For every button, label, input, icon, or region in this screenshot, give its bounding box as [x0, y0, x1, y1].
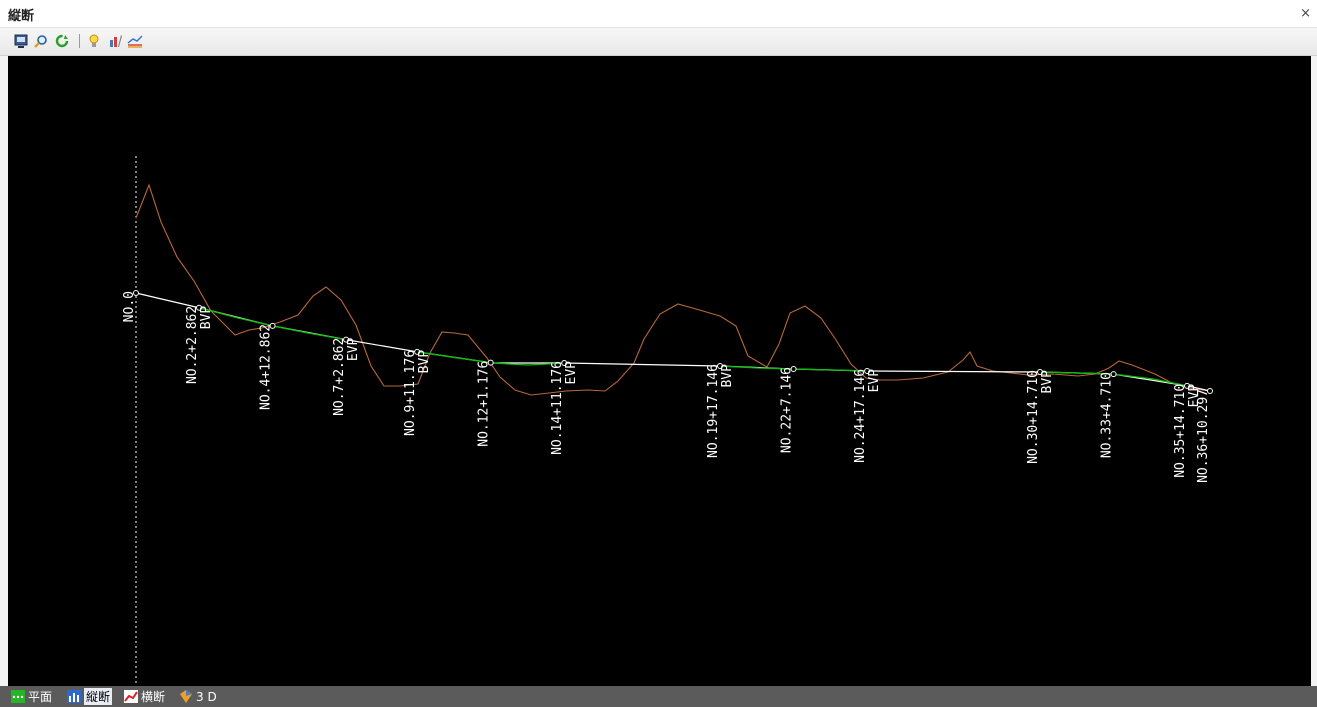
station-label: NO.12+1.176 [477, 361, 492, 447]
tools-icon [110, 35, 122, 47]
tab-profile[interactable]: 縦断 [67, 686, 113, 707]
station-marker[interactable] [717, 363, 724, 370]
station-label: NO.30+14.710 [1026, 370, 1041, 464]
close-icon[interactable]: × [1300, 6, 1311, 21]
settings-button[interactable] [107, 33, 123, 49]
station-label: NO.0 [122, 291, 137, 322]
cross-section-icon [124, 690, 138, 703]
station-label: NO.19+17.146 [706, 364, 721, 458]
profile-canvas[interactable]: NO.0 NO.2+2.862 BVP NO.4+12.862 NO.7+2.862 EV… [8, 56, 1311, 686]
curve-point-label: BVP [417, 350, 432, 374]
station-marker[interactable] [1037, 368, 1044, 375]
station-label: NO.2+2.862 [185, 306, 200, 384]
tab-cross-section-label: 横断 [141, 690, 166, 704]
station-marker[interactable] [133, 290, 139, 296]
tab-plan[interactable]: 平面 [11, 686, 52, 707]
refresh-button[interactable] [54, 33, 70, 49]
station-marker[interactable] [790, 366, 797, 373]
save-view-button[interactable] [13, 33, 29, 49]
station-marker[interactable] [343, 336, 350, 343]
plan-icon [11, 690, 25, 703]
profile-lines-icon [127, 35, 143, 48]
station-label: NO.7+2.862 [332, 338, 347, 416]
tab-3d[interactable]: 3 D [179, 686, 217, 707]
tab-profile-label: 縦断 [84, 688, 113, 705]
curve-point-label: EVP [564, 361, 579, 385]
ground-line [135, 183, 1211, 396]
title-bar: 縦断 × [0, 0, 1317, 28]
station-label: NO.36+10.297 [1196, 389, 1211, 483]
curve-point-label: BVP [199, 306, 214, 330]
station-label: NO.33+4.710 [1100, 372, 1115, 458]
station-label: NO.14+11.176 [550, 361, 565, 455]
station-marker[interactable] [561, 360, 568, 366]
curve-point-label: EVP [867, 369, 882, 393]
toolbar [0, 28, 1317, 56]
window-title: 縦断 [8, 9, 35, 24]
toolbar-separator [79, 34, 80, 48]
tab-3d-label: 3 D [196, 689, 217, 704]
station-marker[interactable] [864, 367, 871, 374]
station-marker[interactable] [487, 359, 494, 366]
station-marker[interactable] [414, 348, 421, 355]
station-label: NO.35+14.710 [1173, 384, 1188, 478]
tab-plan-label: 平面 [28, 690, 53, 704]
profile-chart-icon [67, 690, 81, 703]
3d-icon [179, 690, 193, 703]
curve-point-label: BVP [1040, 370, 1055, 394]
profile-display-button[interactable] [127, 33, 143, 49]
station-marker[interactable] [1110, 371, 1117, 378]
station-label: NO.22+7.146 [780, 367, 795, 453]
station-label: NO.4+12.862 [259, 324, 274, 410]
station-marker[interactable] [269, 322, 276, 329]
curve-point-label: EVP [346, 337, 361, 361]
station-marker[interactable] [1184, 382, 1191, 389]
station-label: NO.24+17.146 [853, 369, 868, 463]
hint-button[interactable] [86, 33, 102, 49]
monitor-icon [14, 34, 28, 48]
zoom-button[interactable] [33, 33, 49, 49]
station-marker[interactable] [196, 304, 203, 311]
curve-point-label: EVP [1187, 384, 1202, 408]
curve-point-label: BVP [720, 364, 735, 388]
refresh-icon [55, 34, 69, 48]
station-marker[interactable] [1207, 388, 1213, 394]
magnifier-icon [34, 35, 47, 48]
station-label: NO.9+11.176 [403, 350, 418, 436]
view-tab-bar: 平面 縦断 横断 3 D [0, 686, 1317, 707]
lightbulb-icon [89, 34, 99, 47]
tab-cross-section[interactable]: 横断 [124, 686, 165, 707]
